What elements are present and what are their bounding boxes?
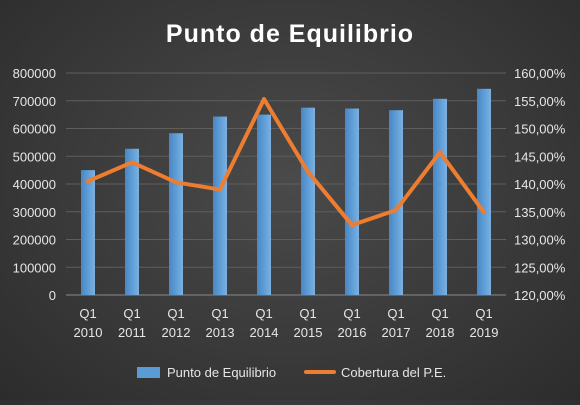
line-series — [86, 97, 486, 228]
right-tick-label: 150,00% — [514, 122, 566, 137]
bar — [433, 98, 447, 296]
line-point — [394, 208, 398, 213]
right-tick-label: 120,00% — [514, 288, 566, 303]
left-tick-label: 0 — [49, 288, 56, 303]
line-point — [86, 179, 90, 184]
right-tick-label: 130,00% — [514, 233, 566, 248]
bar-series — [81, 88, 491, 296]
line-point — [174, 180, 178, 185]
legend: Punto de Equilibrio Cobertura del P.E. — [137, 365, 446, 380]
right-tick-label: 155,00% — [514, 94, 566, 109]
right-tick-label: 125,00% — [514, 260, 566, 275]
bar — [81, 170, 95, 295]
right-tick-label: 135,00% — [514, 205, 566, 220]
x-tick-label: Q1 2018 — [426, 306, 455, 340]
bar — [345, 108, 359, 296]
bar — [257, 114, 271, 295]
left-tick-label: 100000 — [13, 260, 56, 275]
gridlines — [66, 72, 506, 296]
left-tick-label: 700000 — [13, 94, 56, 109]
bar — [389, 110, 403, 295]
x-axis-ticks: Q1 2010 Q1 2011 Q1 2012 Q1 2013 Q1 2014 Q1 2015 Q1 20… — [74, 306, 499, 340]
bar — [125, 148, 139, 295]
line-point — [482, 210, 486, 215]
left-tick-label: 400000 — [13, 177, 56, 192]
left-tick-label: 300000 — [13, 205, 56, 220]
left-tick-label: 600000 — [13, 122, 56, 137]
left-tick-label: 500000 — [13, 149, 56, 164]
left-tick-label: 800000 — [13, 66, 56, 81]
bar — [169, 133, 183, 295]
line-point — [262, 97, 266, 102]
line-point — [130, 160, 134, 165]
line-point — [306, 169, 310, 174]
x-tick-label: Q1 2013 — [206, 306, 235, 340]
x-tick-label: Q1 2015 — [294, 306, 323, 340]
left-axis-ticks: 0 100000 200000 300000 400000 500000 600000 700… — [13, 66, 56, 303]
line-point — [350, 223, 354, 228]
legend-label-bar: Punto de Equilibrio — [167, 365, 276, 380]
bar — [301, 107, 315, 295]
x-tick-label: Q1 2014 — [250, 306, 279, 340]
line-point — [438, 150, 442, 155]
x-tick-label: Q1 2010 — [74, 306, 103, 340]
x-tick-label: Q1 2017 — [382, 306, 411, 340]
legend-label-line: Cobertura del P.E. — [341, 365, 446, 380]
x-tick-label: Q1 2011 — [118, 306, 146, 340]
chart-title: Punto de Equilibrio — [166, 20, 414, 48]
x-tick-label: Q1 2012 — [162, 306, 191, 340]
line-point — [218, 187, 222, 192]
left-tick-label: 200000 — [13, 233, 56, 248]
right-tick-label: 140,00% — [514, 177, 566, 192]
right-tick-label: 145,00% — [514, 149, 566, 164]
bar — [477, 88, 491, 295]
bar — [213, 116, 227, 295]
x-tick-label: Q1 2016 — [338, 306, 367, 340]
right-tick-label: 160,00% — [514, 66, 566, 81]
legend-swatch-bar — [137, 367, 160, 378]
right-axis-ticks: 120,00% 125,00% 130,00% 135,00% 140,00% 145,0… — [514, 66, 566, 303]
cobertura-line — [86, 97, 486, 228]
x-tick-label: Q1 2019 — [470, 306, 499, 340]
